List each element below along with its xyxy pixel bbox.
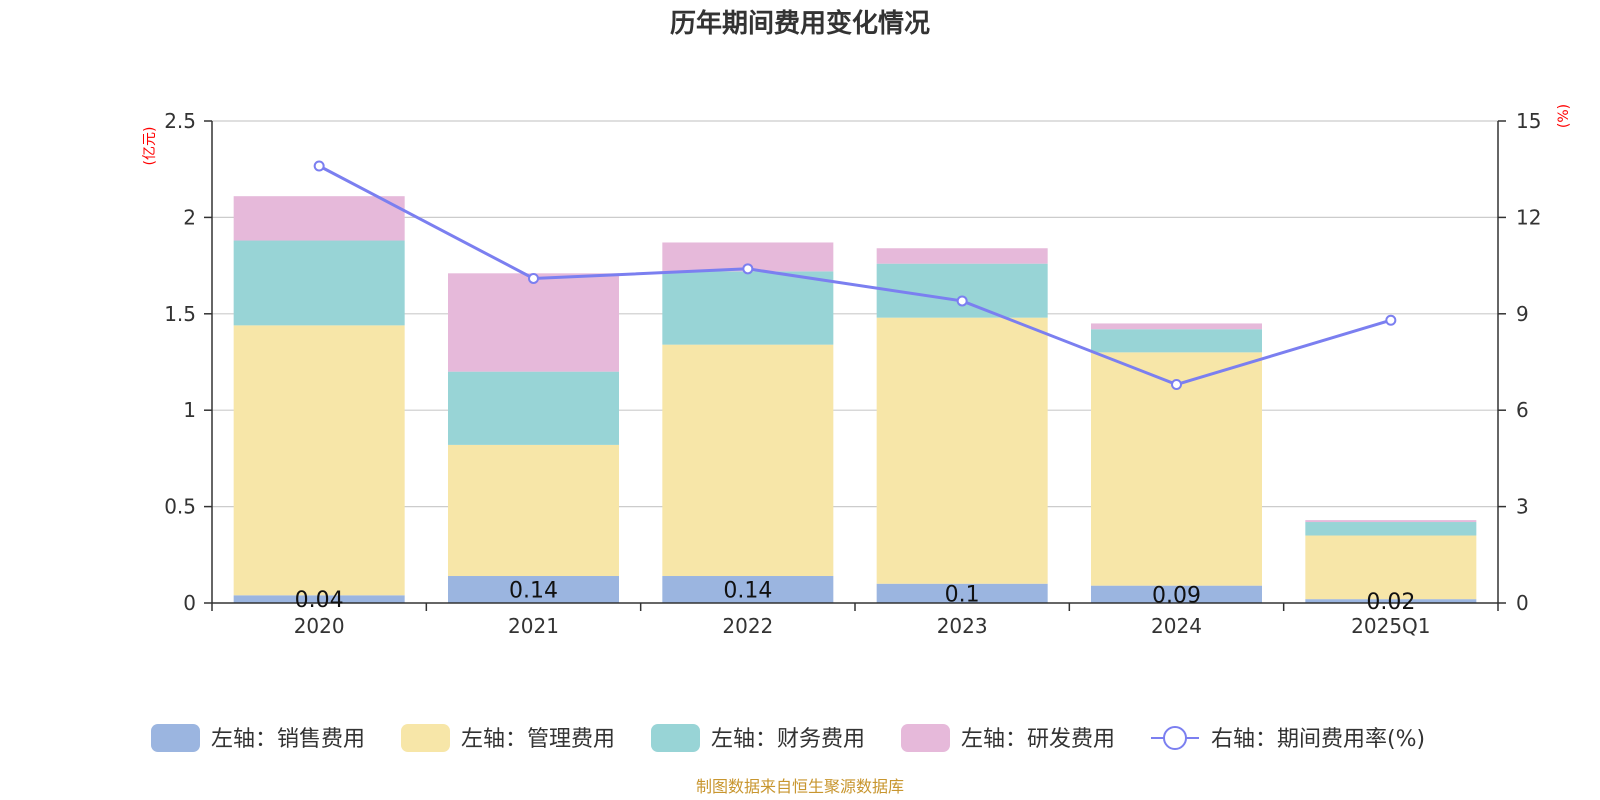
right-axis-tick-label: 15 (1516, 109, 1541, 133)
legend-label: 右轴：期间费用率(%) (1211, 727, 1425, 752)
rate-line-point (313, 160, 325, 172)
legend-label: 左轴：财务费用 (711, 727, 865, 752)
source-note: 制图数据来自恒生聚源数据库 (696, 777, 904, 796)
right-axis-tick-label: 0 (1516, 591, 1529, 615)
bar-segment (1305, 522, 1477, 536)
bar-segment (1091, 585, 1262, 603)
bar-segment (1091, 352, 1262, 586)
bar-segment (662, 344, 834, 577)
bar-segment (662, 271, 834, 345)
bar-segment (448, 444, 619, 577)
bar-segment (1091, 329, 1262, 353)
legend-swatch (651, 724, 700, 752)
legend-swatch (151, 724, 200, 752)
left-axis-tick-label: 0 (183, 591, 196, 615)
legend-label: 左轴：管理费用 (461, 727, 615, 752)
bar-segment (448, 273, 619, 372)
bar-segment (876, 317, 1048, 584)
axes: 0 0 0.5 3 1 6 1.5 9 2 12 2.5 15 2020 2021 2022 2023 2024… (164, 109, 1541, 638)
legend-swatch (401, 724, 450, 752)
legend-label: 左轴：研发费用 (961, 727, 1115, 752)
x-axis-tick-label: 2025Q1 (1351, 614, 1430, 638)
grid-lines (212, 120, 1498, 508)
left-axis-tick-label: 2 (183, 205, 196, 229)
bar-segment (233, 325, 405, 596)
bar-value-label: 0.09 (1152, 583, 1201, 608)
bar-value-label: 0.14 (723, 579, 772, 604)
legend-line-marker (1163, 726, 1187, 750)
bar-segment (1305, 535, 1477, 600)
bar-segment (448, 371, 619, 445)
bar-segment (233, 196, 405, 241)
legend-label: 左轴：销售费用 (211, 727, 365, 752)
x-axis-tick-label: 2020 (294, 614, 345, 638)
left-axis-tick-label: 1 (183, 398, 196, 422)
bar-segment (1305, 520, 1477, 523)
bar-value-label: 0.1 (945, 582, 980, 607)
x-axis-tick-label: 2022 (722, 614, 773, 638)
bars (233, 196, 1477, 603)
x-axis-tick-label: 2021 (508, 614, 559, 638)
bar-segment (448, 576, 619, 603)
rate-line-point (956, 295, 968, 307)
bar-segment (1305, 599, 1477, 603)
left-axis-tick-label: 0.5 (164, 495, 196, 519)
bar-segment (876, 583, 1048, 603)
rate-line-point (528, 272, 539, 284)
x-axis-tick-label: 2023 (937, 614, 988, 638)
x-axis-tick-label: 2024 (1151, 614, 1202, 638)
rate-line (313, 160, 1397, 390)
right-axis-tick-label: 9 (1516, 302, 1529, 326)
legend: 左轴：销售费用 左轴：管理费用 左轴：财务费用 左轴：研发费用 右轴：期间费用率(%) (151, 724, 1425, 752)
bar-segment (233, 595, 405, 603)
rate-line-path (318, 164, 1392, 387)
rate-line-point (1171, 378, 1182, 390)
bar-segment (662, 576, 834, 603)
right-axis-tick-label: 6 (1516, 398, 1529, 422)
left-axis-unit: (亿元) (142, 127, 158, 166)
rate-line-point (1385, 314, 1397, 326)
bar-segment (1091, 323, 1262, 330)
data-labels: 0.04 0.14 0.14 0.1 0.09 0.02 (295, 579, 1416, 616)
right-axis-tick-label: 3 (1516, 495, 1529, 519)
left-axis-tick-label: 1.5 (164, 302, 196, 326)
bar-value-label: 0.14 (509, 579, 558, 604)
bar-value-label: 0.02 (1366, 590, 1415, 615)
right-axis-tick-label: 12 (1516, 205, 1541, 229)
chart-title: 历年期间费用变化情况 (670, 8, 930, 39)
bar-segment (233, 240, 405, 326)
left-axis-tick-label: 2.5 (164, 109, 196, 133)
rate-line-point (742, 263, 754, 275)
bar-segment (876, 248, 1048, 264)
right-axis-unit: (%) (1556, 104, 1572, 128)
bar-value-label: 0.04 (295, 588, 344, 613)
bar-segment (876, 263, 1048, 318)
legend-swatch (901, 724, 950, 752)
